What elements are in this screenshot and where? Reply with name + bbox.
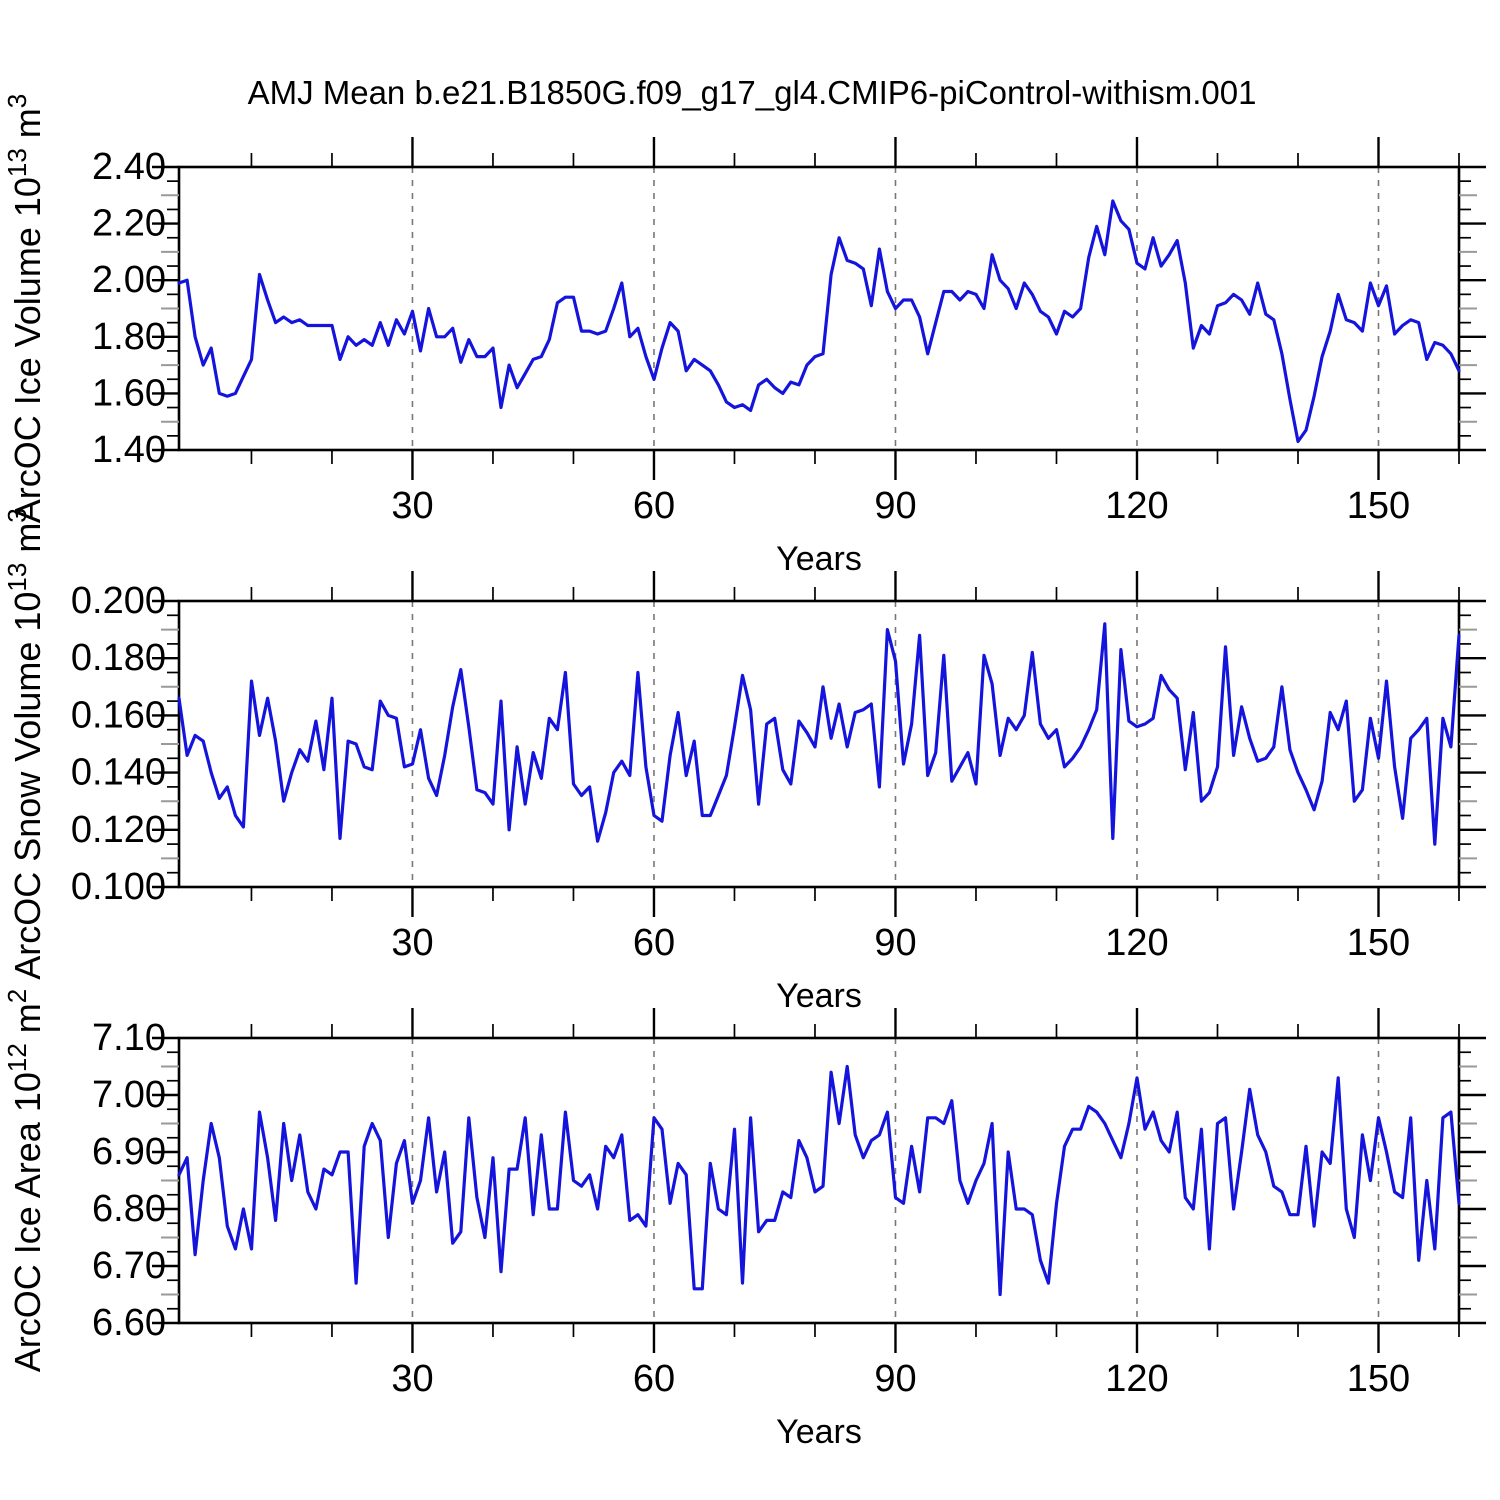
y-tick-label: 1.80 — [92, 316, 166, 358]
panel-frame — [177, 1036, 1461, 1325]
x-tick-label: 90 — [874, 1358, 916, 1400]
ice-area-y-axis-label: ArcOC Ice Area 1012 m2 — [2, 989, 48, 1373]
x-tick-label: 90 — [874, 922, 916, 964]
y-tick-label: 0.160 — [71, 694, 166, 736]
panel-ice-volume: 1.40 1.60 1.80 2.00 2.20 2.40 30 60 90 120 150 Year… — [2, 94, 1486, 578]
x-tick-label: 30 — [391, 922, 433, 964]
y-tick-label: 0.140 — [71, 752, 166, 794]
x-tick-label: 150 — [1347, 1358, 1410, 1400]
panel-frame — [177, 165, 1461, 452]
x-tick-label: 90 — [874, 485, 916, 527]
y-tick-label: 0.200 — [71, 580, 166, 622]
x-axis-label: Years — [776, 977, 862, 1015]
y-tick-label: 0.120 — [71, 809, 166, 851]
x-tick-label: 150 — [1347, 922, 1410, 964]
panel-snow-volume: 0.100 0.120 0.140 0.160 0.180 0.200 30 60 90 120 1… — [2, 508, 1486, 1015]
x-tick-label: 150 — [1347, 485, 1410, 527]
x-axis-label: Years — [776, 540, 862, 578]
y-tick-label: 7.10 — [92, 1017, 166, 1059]
ice-volume-series-line — [177, 199, 1461, 444]
y-tick-label: 1.60 — [92, 372, 166, 414]
panel-ice-area: 6.60 6.70 6.80 6.90 7.00 7.10 30 60 90 120 150 Year… — [2, 989, 1486, 1451]
y-tick-label: 1.40 — [92, 429, 166, 471]
x-tick-label: 30 — [391, 1358, 433, 1400]
x-tick-label: 60 — [633, 1358, 675, 1400]
x-tick-label: 30 — [391, 485, 433, 527]
x-axis-label: Years — [776, 1413, 862, 1451]
y-tick-label: 2.00 — [92, 259, 166, 301]
x-tick-label: 60 — [633, 485, 675, 527]
panel-frame — [177, 599, 1461, 889]
y-tick-label: 7.00 — [92, 1074, 166, 1116]
y-tick-label: 6.90 — [92, 1131, 166, 1173]
chart-title: AMJ Mean b.e21.B1850G.f09_g17_gl4.CMIP6-… — [247, 74, 1257, 111]
x-tick-label: 120 — [1105, 485, 1168, 527]
snow-volume-y-axis-label: ArcOC Snow Volume 1013 m3 — [2, 508, 48, 980]
ice-volume-y-axis-label: ArcOC Ice Volume 1013 m3 — [2, 94, 48, 524]
y-tick-label: 2.40 — [92, 146, 166, 188]
x-tick-label: 120 — [1105, 1358, 1168, 1400]
y-tick-label: 6.70 — [92, 1245, 166, 1287]
y-tick-label: 6.60 — [92, 1302, 166, 1344]
x-tick-label: 60 — [633, 922, 675, 964]
x-tick-label: 120 — [1105, 922, 1168, 964]
y-tick-label: 0.180 — [71, 637, 166, 679]
y-tick-label: 6.80 — [92, 1188, 166, 1230]
snow-volume-series-line — [177, 622, 1461, 846]
ice-area-series-line — [177, 1064, 1461, 1297]
y-tick-label: 0.100 — [71, 866, 166, 908]
y-tick-label: 2.20 — [92, 203, 166, 245]
